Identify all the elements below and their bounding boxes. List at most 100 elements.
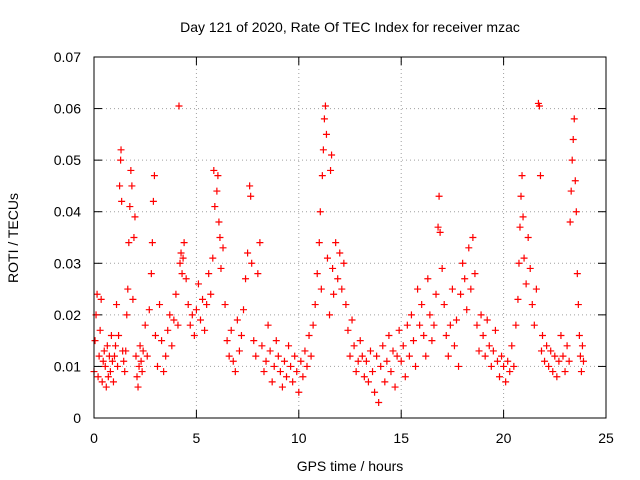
- data-point: [242, 275, 250, 283]
- data-point: [346, 352, 354, 360]
- y-tick-label: 0.03: [54, 255, 81, 271]
- data-point: [160, 368, 168, 376]
- data-point: [130, 234, 138, 241]
- data-point: [491, 326, 499, 334]
- data-point: [553, 373, 561, 381]
- data-point: [340, 259, 348, 267]
- data-point: [132, 352, 140, 360]
- data-point: [455, 362, 463, 370]
- data-point: [268, 378, 276, 386]
- x-tick-label: 15: [393, 430, 409, 446]
- data-point: [264, 321, 272, 329]
- data-points: [90, 99, 587, 407]
- y-tick-label: 0.01: [54, 358, 81, 374]
- data-point: [578, 342, 586, 350]
- data-point: [532, 285, 540, 293]
- data-point: [555, 357, 563, 365]
- data-point: [98, 378, 106, 386]
- data-point: [158, 337, 166, 345]
- data-point: [150, 172, 158, 180]
- data-point: [237, 331, 245, 339]
- data-point: [174, 321, 182, 329]
- data-point: [209, 254, 217, 262]
- data-point: [467, 285, 475, 293]
- data-point: [334, 275, 342, 283]
- data-point: [223, 337, 231, 345]
- data-point: [352, 368, 360, 376]
- data-point: [407, 311, 415, 319]
- data-point: [216, 234, 224, 241]
- data-point: [475, 347, 483, 355]
- data-point: [524, 234, 532, 241]
- data-point: [520, 254, 528, 262]
- data-point: [297, 357, 305, 365]
- data-point: [303, 362, 311, 370]
- data-point: [573, 270, 581, 278]
- data-point: [426, 311, 434, 319]
- data-point: [112, 342, 120, 350]
- data-point: [123, 311, 131, 319]
- data-point: [309, 321, 317, 329]
- data-point: [375, 399, 383, 407]
- data-point: [203, 301, 211, 309]
- data-point: [518, 172, 526, 180]
- data-point: [125, 239, 133, 247]
- data-point: [194, 280, 202, 288]
- data-point: [141, 321, 149, 329]
- data-point: [256, 239, 264, 247]
- data-point: [327, 166, 335, 174]
- data-point: [371, 388, 379, 396]
- data-point: [344, 326, 352, 334]
- data-point: [262, 357, 270, 365]
- data-point: [115, 331, 123, 339]
- data-point: [211, 203, 219, 211]
- data-point: [250, 337, 258, 345]
- data-point: [196, 316, 204, 324]
- data-point: [127, 166, 135, 174]
- data-point: [539, 331, 547, 339]
- data-point: [473, 321, 481, 329]
- data-point: [436, 228, 444, 236]
- data-point: [446, 321, 454, 329]
- data-point: [164, 326, 172, 334]
- data-point: [258, 342, 266, 350]
- data-point: [354, 357, 362, 365]
- data-point: [116, 182, 124, 190]
- data-point: [358, 352, 366, 360]
- data-point: [530, 321, 538, 329]
- data-point: [151, 331, 159, 339]
- data-point: [248, 259, 256, 267]
- data-point: [536, 172, 544, 180]
- data-point: [131, 213, 139, 221]
- data-point: [272, 337, 280, 345]
- data-point: [570, 115, 578, 123]
- data-point: [369, 368, 377, 376]
- data-point: [383, 357, 391, 365]
- data-point: [136, 342, 144, 350]
- data-point: [305, 331, 313, 339]
- data-point: [175, 102, 183, 110]
- data-point: [99, 357, 107, 365]
- data-point: [516, 223, 524, 231]
- data-point: [405, 352, 413, 360]
- data-point: [487, 362, 495, 370]
- data-point: [108, 357, 116, 365]
- data-point: [568, 156, 576, 164]
- data-point: [504, 357, 512, 365]
- data-point: [385, 331, 393, 339]
- data-point: [283, 373, 291, 381]
- data-point: [360, 373, 368, 381]
- data-point: [332, 239, 340, 247]
- data-point: [117, 156, 125, 164]
- data-point: [260, 368, 268, 376]
- data-point: [104, 373, 112, 381]
- x-tick-label: 10: [291, 430, 307, 446]
- data-point: [561, 368, 569, 376]
- data-point: [338, 285, 346, 293]
- data-point: [362, 357, 370, 365]
- data-point: [137, 357, 145, 365]
- x-tick-label: 0: [90, 430, 98, 446]
- data-point: [440, 301, 448, 309]
- data-point: [178, 270, 186, 278]
- data-point: [435, 192, 443, 200]
